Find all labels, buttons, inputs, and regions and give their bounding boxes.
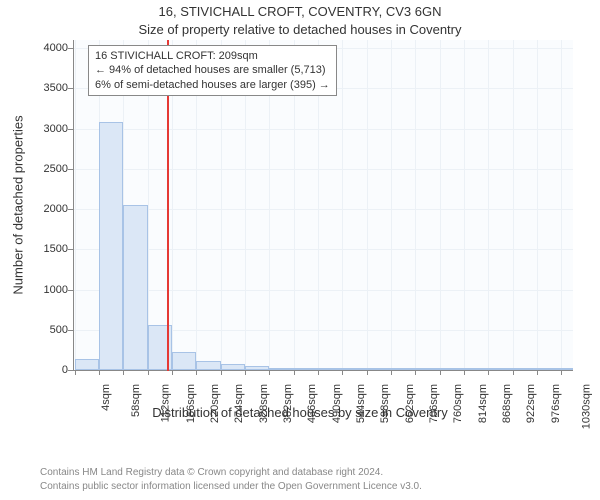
- gridline-v: [367, 40, 368, 370]
- x-tick: [294, 370, 295, 375]
- y-tick: [68, 209, 73, 210]
- gridline-v: [342, 40, 343, 370]
- x-tick: [464, 370, 465, 375]
- x-tick: [221, 370, 222, 375]
- x-tick: [537, 370, 538, 375]
- y-tick-label: 3000: [8, 123, 68, 135]
- x-tick: [196, 370, 197, 375]
- x-tick: [148, 370, 149, 375]
- gridline-v: [561, 40, 562, 370]
- footer-line2: Contains public sector information licen…: [40, 481, 422, 492]
- plot-wrap: Number of detached properties 16 STIVICH…: [0, 40, 600, 420]
- gridline-v: [513, 40, 514, 370]
- chart-title-line1: 16, STIVICHALL CROFT, COVENTRY, CV3 6GN: [0, 4, 600, 19]
- y-tick-label: 0: [8, 364, 68, 376]
- chart-title-line2: Size of property relative to detached ho…: [0, 22, 600, 37]
- footer-line1: Contains HM Land Registry data © Crown c…: [40, 467, 383, 478]
- annotation-box: 16 STIVICHALL CROFT: 209sqm ← 94% of det…: [88, 45, 337, 96]
- y-axis-line: [73, 40, 74, 370]
- y-tick-label: 1000: [8, 284, 68, 296]
- y-tick: [68, 169, 73, 170]
- chart-root: 16, STIVICHALL CROFT, COVENTRY, CV3 6GN …: [0, 0, 600, 500]
- histogram-bar: [196, 361, 220, 370]
- x-tick: [245, 370, 246, 375]
- plot-area: 16 STIVICHALL CROFT: 209sqm ← 94% of det…: [73, 40, 573, 370]
- x-tick: [172, 370, 173, 375]
- x-tick: [440, 370, 441, 375]
- x-tick: [123, 370, 124, 375]
- y-tick: [68, 290, 73, 291]
- y-tick: [68, 370, 73, 371]
- x-tick: [367, 370, 368, 375]
- annotation-line3: 6% of semi-detached houses are larger (3…: [95, 78, 330, 92]
- x-tick: [75, 370, 76, 375]
- x-tick: [318, 370, 319, 375]
- gridline-v: [75, 40, 76, 370]
- gridline-v: [391, 40, 392, 370]
- x-tick: [488, 370, 489, 375]
- gridline-v: [488, 40, 489, 370]
- y-tick: [68, 249, 73, 250]
- y-tick-label: 4000: [8, 42, 68, 54]
- x-tick: [415, 370, 416, 375]
- y-tick: [68, 129, 73, 130]
- x-axis-label: Distribution of detached houses by size …: [0, 405, 600, 420]
- gridline-v: [415, 40, 416, 370]
- y-tick: [68, 330, 73, 331]
- gridline-v: [464, 40, 465, 370]
- gridline-v: [537, 40, 538, 370]
- y-tick: [68, 88, 73, 89]
- x-tick: [513, 370, 514, 375]
- annotation-line1: 16 STIVICHALL CROFT: 209sqm: [95, 49, 330, 63]
- annotation-line2: ← 94% of detached houses are smaller (5,…: [95, 63, 330, 77]
- x-tick: [342, 370, 343, 375]
- histogram-bar: [75, 359, 99, 370]
- y-tick-label: 1500: [8, 243, 68, 255]
- y-tick-label: 3500: [8, 82, 68, 94]
- x-tick: [99, 370, 100, 375]
- y-tick-label: 2500: [8, 163, 68, 175]
- histogram-bar: [123, 205, 147, 370]
- y-tick-label: 2000: [8, 203, 68, 215]
- x-tick: [561, 370, 562, 375]
- histogram-bar: [172, 352, 196, 371]
- x-tick: [391, 370, 392, 375]
- y-tick: [68, 48, 73, 49]
- x-tick: [269, 370, 270, 375]
- gridline-v: [440, 40, 441, 370]
- histogram-bar: [99, 122, 123, 370]
- y-tick-label: 500: [8, 324, 68, 336]
